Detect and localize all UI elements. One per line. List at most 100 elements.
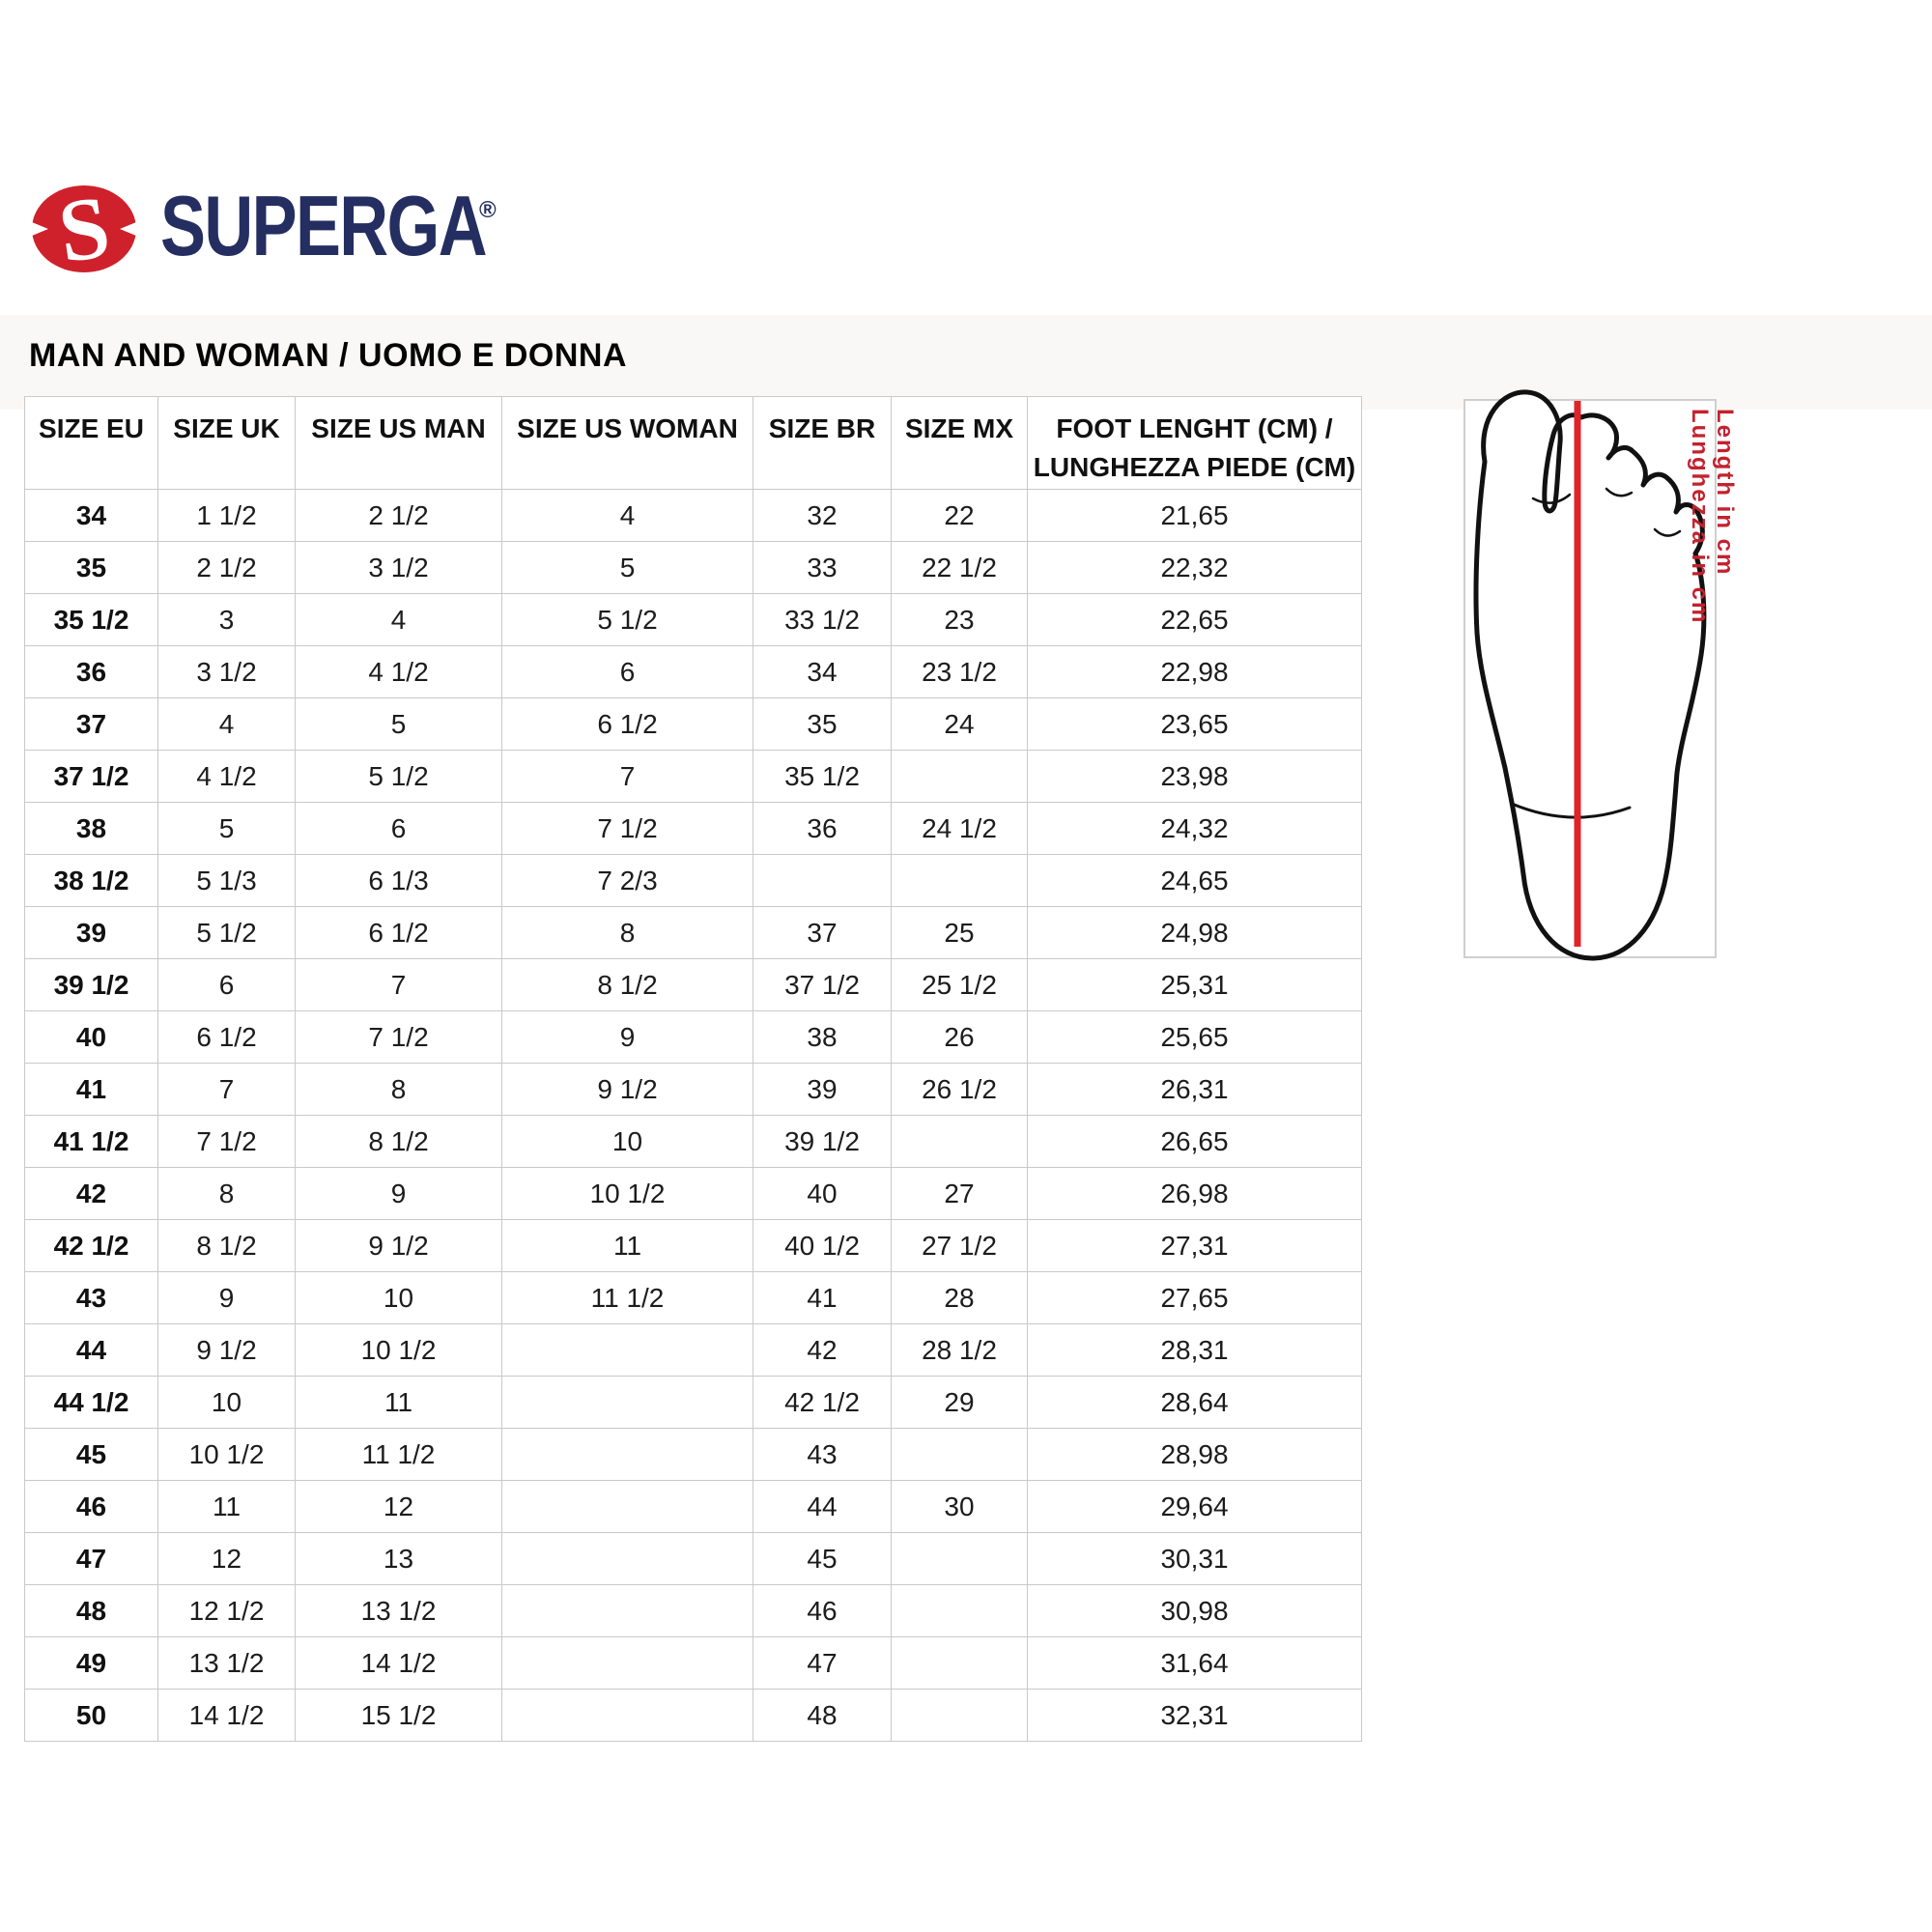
- table-cell: 4: [295, 593, 502, 646]
- table-cell: 44: [753, 1480, 892, 1533]
- table-cell: 34: [24, 489, 158, 542]
- table-cell: [501, 1689, 753, 1742]
- table-row: 47 12 13 45 30,31: [24, 1532, 1362, 1585]
- table-cell: 27: [891, 1167, 1028, 1220]
- size-table: SIZE EU SIZE UK SIZE US MAN SIZE US WOMA…: [24, 396, 1362, 1742]
- table-cell: 45: [753, 1532, 892, 1585]
- table-cell: 39: [24, 906, 158, 959]
- table-row: 35 1/2 3 4 5 1/2 33 1/2 23 22,65: [24, 593, 1362, 646]
- table-cell: [501, 1480, 753, 1533]
- table-cell: 13: [295, 1532, 502, 1585]
- table-cell: 21,65: [1027, 489, 1362, 542]
- table-cell: 24,98: [1027, 906, 1362, 959]
- table-cell: 5 1/2: [157, 906, 296, 959]
- table-cell: 25,65: [1027, 1010, 1362, 1064]
- table-cell: 23,98: [1027, 750, 1362, 803]
- table-cell: 6 1/2: [501, 697, 753, 751]
- table-cell: 7 1/2: [501, 802, 753, 855]
- table-cell: 38 1/2: [24, 854, 158, 907]
- table-cell: 1 1/2: [157, 489, 296, 542]
- table-cell: 9: [501, 1010, 753, 1064]
- table-cell: 36: [24, 645, 158, 698]
- header-size-mx: SIZE MX: [891, 396, 1028, 490]
- table-cell: 38: [24, 802, 158, 855]
- table-cell: 8: [295, 1063, 502, 1116]
- table-cell: 27,31: [1027, 1219, 1362, 1272]
- brand-name: SUPERGA: [160, 178, 488, 273]
- length-label-it: Lunghezza in cm: [1687, 409, 1713, 625]
- table-cell: [501, 1584, 753, 1637]
- table-row: 44 9 1/2 10 1/2 42 28 1/2 28,31: [24, 1323, 1362, 1377]
- table-cell: 35 1/2: [24, 593, 158, 646]
- table-cell: 32,31: [1027, 1689, 1362, 1742]
- header-size-eu: SIZE EU: [24, 396, 158, 490]
- table-cell: 26 1/2: [891, 1063, 1028, 1116]
- foot-outline-icon: [1473, 389, 1707, 961]
- table-cell: 24 1/2: [891, 802, 1028, 855]
- table-cell: 29,64: [1027, 1480, 1362, 1533]
- table-cell: 28,98: [1027, 1428, 1362, 1481]
- table-cell: 9 1/2: [157, 1323, 296, 1377]
- table-cell: 37 1/2: [24, 750, 158, 803]
- table-cell: [891, 1532, 1028, 1585]
- table-cell: 25,31: [1027, 958, 1362, 1011]
- table-cell: 13 1/2: [157, 1636, 296, 1690]
- table-cell: 13 1/2: [295, 1584, 502, 1637]
- table-cell: 4: [157, 697, 296, 751]
- table-cell: 6: [295, 802, 502, 855]
- table-cell: 7: [295, 958, 502, 1011]
- table-cell: [891, 1115, 1028, 1168]
- length-label-en: Length in cm: [1712, 409, 1738, 577]
- table-cell: 42: [24, 1167, 158, 1220]
- table-cell: 4 1/2: [295, 645, 502, 698]
- table-cell: 42: [753, 1323, 892, 1377]
- table-cell: 2 1/2: [157, 541, 296, 594]
- table-cell: 5 1/2: [501, 593, 753, 646]
- table-cell: 7 1/2: [295, 1010, 502, 1064]
- table-cell: 44 1/2: [24, 1376, 158, 1429]
- table-cell: 8: [501, 906, 753, 959]
- heading-band: [0, 315, 1932, 410]
- table-cell: 23 1/2: [891, 645, 1028, 698]
- table-cell: [891, 1636, 1028, 1690]
- table-cell: 28: [891, 1271, 1028, 1324]
- table-cell: 33 1/2: [753, 593, 892, 646]
- table-row: 35 2 1/2 3 1/2 5 33 22 1/2 22,32: [24, 541, 1362, 594]
- header-foot-length: FOOT LENGHT (CM) / LUNGHEZZA PIEDE (CM): [1027, 396, 1362, 490]
- table-cell: 46: [753, 1584, 892, 1637]
- table-cell: 35: [753, 697, 892, 751]
- table-row: 38 1/2 5 1/3 6 1/3 7 2/3 24,65: [24, 854, 1362, 907]
- table-cell: [501, 1636, 753, 1690]
- page-heading: MAN AND WOMAN / UOMO E DONNA: [29, 337, 628, 374]
- table-cell: 8 1/2: [157, 1219, 296, 1272]
- table-cell: 24,32: [1027, 802, 1362, 855]
- table-cell: [501, 1532, 753, 1585]
- table-row: 39 1/2 6 7 8 1/2 37 1/2 25 1/2 25,31: [24, 958, 1362, 1011]
- table-cell: 10 1/2: [501, 1167, 753, 1220]
- table-cell: 8 1/2: [501, 958, 753, 1011]
- table-cell: 26,31: [1027, 1063, 1362, 1116]
- table-cell: 22: [891, 489, 1028, 542]
- table-cell: [501, 1428, 753, 1481]
- table-row: 45 10 1/2 11 1/2 43 28,98: [24, 1428, 1362, 1481]
- table-cell: 43: [753, 1428, 892, 1481]
- table-cell: 24: [891, 697, 1028, 751]
- table-row: 37 1/2 4 1/2 5 1/2 7 35 1/2 23,98: [24, 750, 1362, 803]
- table-cell: [891, 1428, 1028, 1481]
- header-foot-length-line1: FOOT LENGHT (CM) /: [1056, 413, 1333, 443]
- registered-trademark-icon: ®: [479, 197, 497, 223]
- table-cell: 25 1/2: [891, 958, 1028, 1011]
- table-cell: 10 1/2: [157, 1428, 296, 1481]
- table-cell: 46: [24, 1480, 158, 1533]
- header-size-br: SIZE BR: [753, 396, 892, 490]
- table-cell: 22 1/2: [891, 541, 1028, 594]
- table-row: 38 5 6 7 1/2 36 24 1/2 24,32: [24, 802, 1362, 855]
- table-cell: 9: [295, 1167, 502, 1220]
- table-cell: 8 1/2: [295, 1115, 502, 1168]
- table-cell: 11 1/2: [295, 1428, 502, 1481]
- table-cell: 14 1/2: [295, 1636, 502, 1690]
- table-cell: 35: [24, 541, 158, 594]
- table-cell: 11: [157, 1480, 296, 1533]
- table-cell: 40 1/2: [753, 1219, 892, 1272]
